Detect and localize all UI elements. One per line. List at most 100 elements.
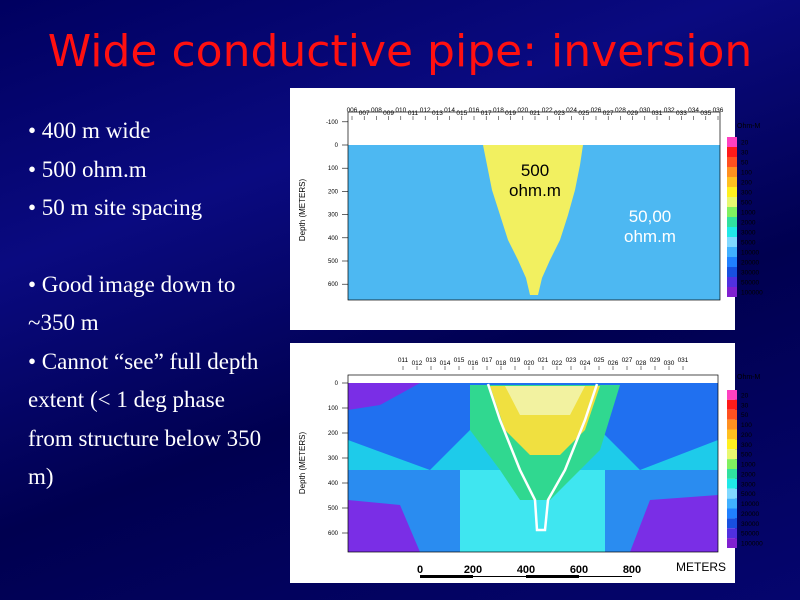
legend-swatch — [727, 498, 737, 509]
legend-swatch — [727, 508, 737, 519]
legend-label: 200 — [741, 180, 752, 187]
slide-title: Wide conductive pipe: inversion — [47, 26, 753, 77]
station-label: 015 — [454, 357, 465, 364]
legend-swatch — [727, 528, 737, 539]
legend-label: 50000 — [741, 531, 759, 538]
legend-label: 100 — [741, 422, 752, 429]
legend-label: 300 — [741, 442, 752, 449]
station-label: 027 — [622, 357, 633, 364]
station-label: 007 — [359, 110, 370, 117]
legend-swatch — [727, 419, 737, 430]
station-label: 023 — [566, 357, 577, 364]
legend-swatch — [727, 247, 737, 257]
station-label: 006 — [347, 107, 358, 114]
depth-tick-label: 100 — [328, 406, 339, 412]
legend-label: 5000 — [741, 240, 756, 247]
scale-label: 200 — [464, 564, 482, 576]
station-label: 028 — [615, 107, 626, 114]
station-label: 016 — [468, 360, 479, 367]
legend-swatch — [727, 157, 737, 167]
depth-tick-label: 200 — [328, 189, 339, 195]
scale-label: 800 — [623, 564, 641, 576]
station-label: 032 — [664, 107, 675, 114]
annotation: ohm.m — [624, 227, 676, 246]
depth-tick-label: 300 — [328, 456, 339, 462]
bullet: • 400 m wide — [28, 118, 151, 143]
legend-swatch — [727, 187, 737, 197]
legend-label: 30000 — [741, 270, 759, 277]
legend-label: 200 — [741, 432, 752, 439]
legend-label: 1000 — [741, 210, 756, 217]
legend-label: 300 — [741, 190, 752, 197]
station-label: 012 — [420, 107, 431, 114]
legend-label: 3000 — [741, 230, 756, 237]
station-label: 018 — [496, 360, 507, 367]
depth-tick-label: 600 — [328, 531, 339, 537]
station-label: 026 — [608, 360, 619, 367]
depth-axis-label: Depth (METERS) — [298, 432, 307, 495]
scale-label: 0 — [417, 564, 423, 576]
scale-label: 600 — [570, 564, 588, 576]
depth-tick-label: 100 — [328, 166, 339, 172]
station-label: 031 — [678, 357, 689, 364]
station-label: 018 — [493, 107, 504, 114]
station-label: 019 — [505, 110, 516, 117]
plot-frame — [347, 111, 721, 301]
legend-swatch — [727, 177, 737, 187]
annotation: 500 — [521, 161, 549, 180]
legend-label: 500 — [741, 200, 752, 207]
station-label: 015 — [456, 110, 467, 117]
depth-tick-label: -100 — [326, 120, 339, 126]
legend-label: 3000 — [741, 481, 756, 488]
legend-swatch — [727, 518, 737, 529]
legend-label: 10000 — [741, 501, 759, 508]
depth-tick-label: 400 — [328, 481, 339, 487]
station-label: 031 — [652, 110, 663, 117]
legend-label: 2000 — [741, 220, 756, 227]
legend-swatch — [727, 197, 737, 207]
station-label: 020 — [524, 360, 535, 367]
scale-unit: METERS — [676, 560, 726, 574]
station-label: 009 — [383, 110, 394, 117]
legend-swatch — [727, 167, 737, 177]
depth-tick-label: 600 — [328, 282, 339, 288]
legend-swatch — [727, 399, 737, 410]
legend-swatch — [727, 277, 737, 287]
depth-axis-label: Depth (METERS) — [298, 179, 307, 242]
legend-label: 30 — [741, 402, 749, 409]
station-label: 011 — [408, 110, 419, 117]
legend-label: 30 — [741, 150, 749, 157]
station-label: 008 — [371, 107, 382, 114]
bullet-list: • 400 m wide • 500 ohm.m • 50 m site spa… — [28, 112, 273, 497]
annotation: 50,00 — [629, 207, 672, 226]
legend-label: 20 — [741, 392, 749, 399]
legend-title: Ohm-M — [737, 123, 761, 130]
station-label: 029 — [627, 110, 638, 117]
station-label: 030 — [664, 360, 675, 367]
station-label: 030 — [639, 107, 650, 114]
station-label: 022 — [542, 107, 553, 114]
bullet: • Good image down to ~350 m — [28, 271, 236, 336]
legend-swatch — [727, 538, 737, 548]
bullet: • 500 ohm.m — [28, 156, 147, 182]
annotation: ohm.m — [509, 181, 561, 200]
station-label: 024 — [580, 360, 591, 367]
legend-label: 20 — [741, 140, 749, 147]
legend-label: 100000 — [741, 541, 763, 548]
legend-label: 50000 — [741, 280, 759, 287]
depth-tick-label: 400 — [328, 236, 339, 242]
station-label: 014 — [440, 360, 451, 367]
legend-swatch — [727, 449, 737, 460]
depth-tick-label: 500 — [328, 506, 339, 512]
legend-swatch — [727, 227, 737, 237]
station-label: 013 — [432, 110, 443, 117]
station-label: 029 — [650, 357, 661, 364]
station-label: 027 — [603, 110, 614, 117]
station-label: 035 — [700, 110, 711, 117]
legend-swatch — [727, 237, 737, 247]
legend-swatch — [727, 390, 737, 400]
legend-swatch — [727, 287, 737, 297]
legend-swatch — [727, 137, 737, 147]
legend-swatch — [727, 147, 737, 157]
station-label: 022 — [552, 360, 563, 367]
